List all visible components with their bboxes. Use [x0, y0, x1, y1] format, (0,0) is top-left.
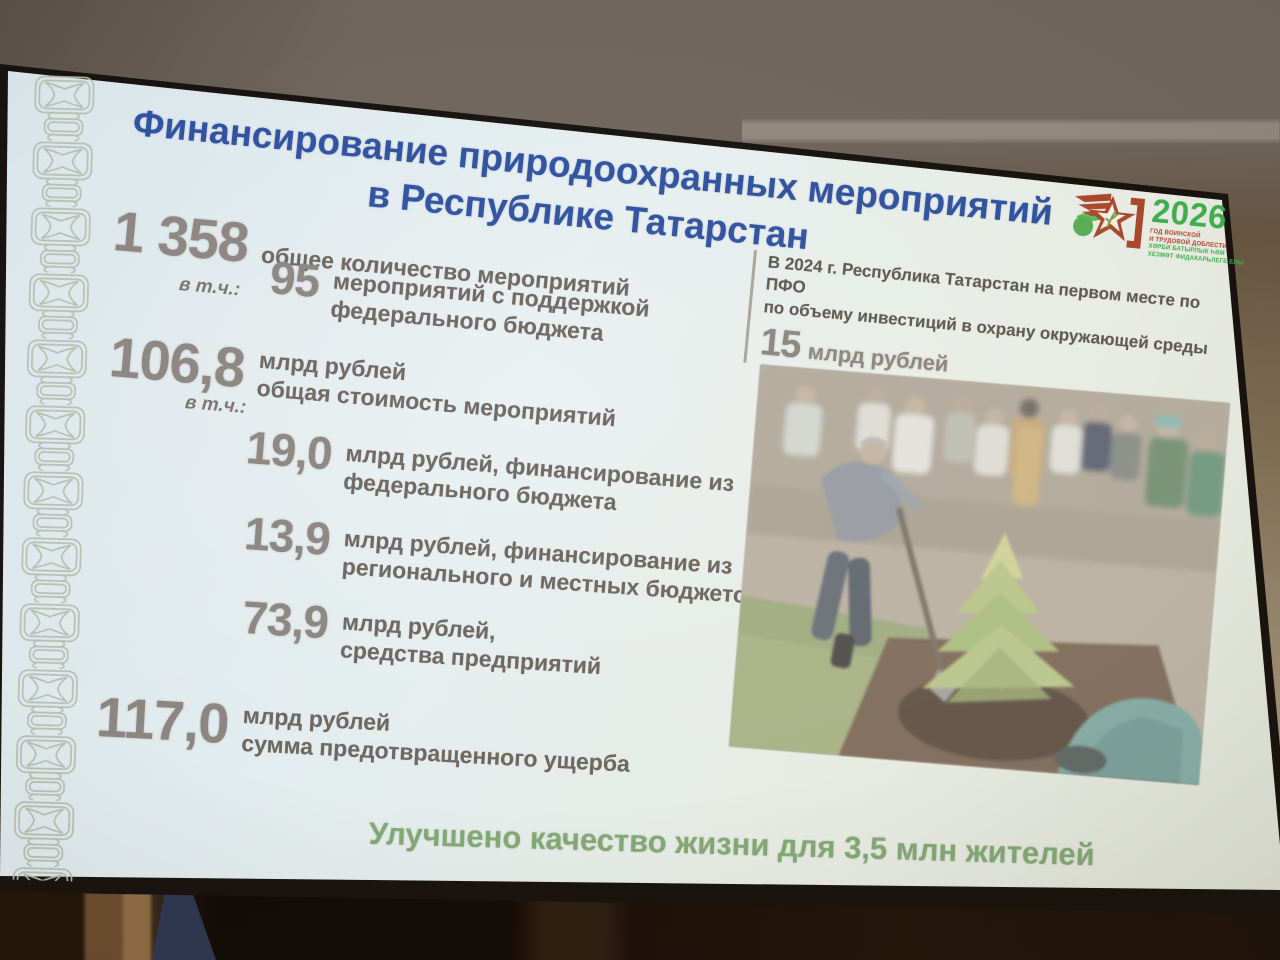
including-label-1: в т.ч.:: [178, 274, 242, 301]
stat-federal-budget-funding: 19,0 млрд рублей, финансирование из феде…: [244, 421, 736, 515]
stat-total-cost: 106,8 млрд рублей общая стоимость меропр…: [107, 325, 618, 431]
logo-2026: 2026 ГОД ВОИНСКОЙ И ТРУДОВОЙ ДОБЛЕСТИ ХӘ…: [1068, 186, 1250, 268]
tree-planting-photo: [728, 364, 1231, 786]
stat-prevented-damage: 117,0 млрд рублей сумма предотвращенного…: [94, 685, 631, 777]
including-label-2: в т.ч.:: [184, 392, 248, 419]
footer-highlight: Улучшено качество жизни для 3,5 млн жите…: [368, 815, 1096, 873]
logo-text: 2026 ГОД ВОИНСКОЙ И ТРУДОВОЙ ДОБЛЕСТИ ХӘ…: [1147, 192, 1249, 268]
valor-year-emblem-icon: [1073, 193, 1146, 249]
stat-enterprise-funds: 73,9 млрд рублей, средства предприятий: [240, 591, 603, 679]
tatar-ornament-border: [7, 74, 100, 882]
